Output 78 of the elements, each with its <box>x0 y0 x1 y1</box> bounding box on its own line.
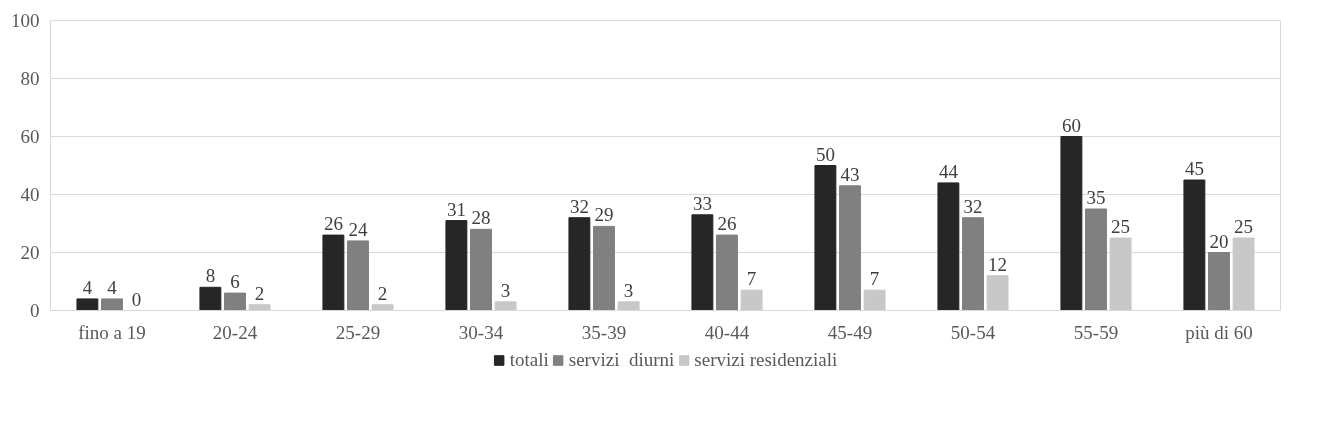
data-label: 2 <box>377 282 388 304</box>
y-tick-label: 60 <box>20 126 40 147</box>
bar <box>494 301 517 311</box>
data-label: 2 <box>254 282 265 304</box>
legend-label: servizi diurni <box>568 349 675 371</box>
data-label: 44 <box>938 160 959 182</box>
data-label: 50 <box>815 143 835 165</box>
bar <box>1085 208 1107 311</box>
data-label: 43 <box>840 163 860 185</box>
bar <box>76 298 99 311</box>
data-label: 12 <box>988 253 1008 275</box>
data-label: 6 <box>230 271 240 293</box>
x-tick-label: 35-39 <box>581 321 627 343</box>
bar <box>814 165 837 311</box>
x-tick-label: 55-59 <box>1073 321 1119 343</box>
y-tick-label: 20 <box>20 242 40 263</box>
bar <box>347 240 369 311</box>
data-label: 7 <box>746 268 757 290</box>
data-label: 32 <box>963 195 983 217</box>
bar <box>716 234 738 311</box>
x-tick-label: 20-24 <box>212 321 258 343</box>
data-label: 0 <box>131 288 142 310</box>
y-tick-label: 0 <box>30 300 40 321</box>
bar <box>445 220 468 311</box>
x-tick-label: 30-34 <box>458 321 504 343</box>
data-label: 28 <box>471 207 491 229</box>
bar <box>1109 237 1132 311</box>
bar <box>593 225 615 311</box>
bar <box>101 298 123 311</box>
bar <box>199 286 222 311</box>
x-tick-label: 40-44 <box>704 321 750 343</box>
data-label: 32 <box>569 195 589 217</box>
bar <box>839 185 861 311</box>
bar <box>1060 136 1083 311</box>
y-tick-label: 40 <box>20 184 40 205</box>
bar <box>371 304 394 311</box>
bar <box>1208 252 1230 311</box>
bar <box>322 234 345 311</box>
x-tick-label: fino a 19 <box>78 321 146 343</box>
x-tick-label: 45-49 <box>827 321 873 343</box>
data-label: 4 <box>82 276 93 298</box>
data-label: 3 <box>500 279 511 301</box>
bar <box>986 275 1009 311</box>
x-tick-label: 50-54 <box>950 321 996 343</box>
data-label: 33 <box>692 192 712 214</box>
bar <box>248 304 271 311</box>
data-label: 20 <box>1209 230 1229 252</box>
bar <box>470 228 492 311</box>
data-label: 26 <box>323 213 343 235</box>
data-label: 7 <box>869 268 880 290</box>
data-label: 24 <box>348 218 368 240</box>
x-tick-label: più di 60 <box>1185 321 1253 343</box>
bar <box>962 217 984 311</box>
bar <box>1183 179 1206 311</box>
bar <box>691 214 714 311</box>
data-label: 45 <box>1184 158 1204 179</box>
data-label: 29 <box>594 204 614 226</box>
data-label: 60 <box>1061 114 1081 136</box>
data-label: 25 <box>1234 216 1254 237</box>
data-label: 26 <box>717 213 737 235</box>
data-label: 8 <box>205 265 216 287</box>
bar <box>224 292 246 311</box>
data-label: 31 <box>446 198 466 220</box>
x-tick-label: 25-29 <box>335 321 381 343</box>
y-tick-label: 80 <box>20 68 40 89</box>
bar <box>568 217 591 311</box>
bar <box>740 289 763 311</box>
data-label: 25 <box>1111 216 1131 237</box>
legend-label: totali <box>509 349 549 371</box>
bar <box>1232 237 1255 311</box>
data-label: 35 <box>1086 187 1106 208</box>
bar <box>937 182 960 311</box>
data-label: 3 <box>623 279 634 301</box>
data-label: 4 <box>107 276 118 298</box>
bar <box>863 289 886 311</box>
bar <box>617 301 640 311</box>
y-tick-label: 100 <box>11 10 40 31</box>
legend-label: servizi residenziali <box>694 349 838 371</box>
